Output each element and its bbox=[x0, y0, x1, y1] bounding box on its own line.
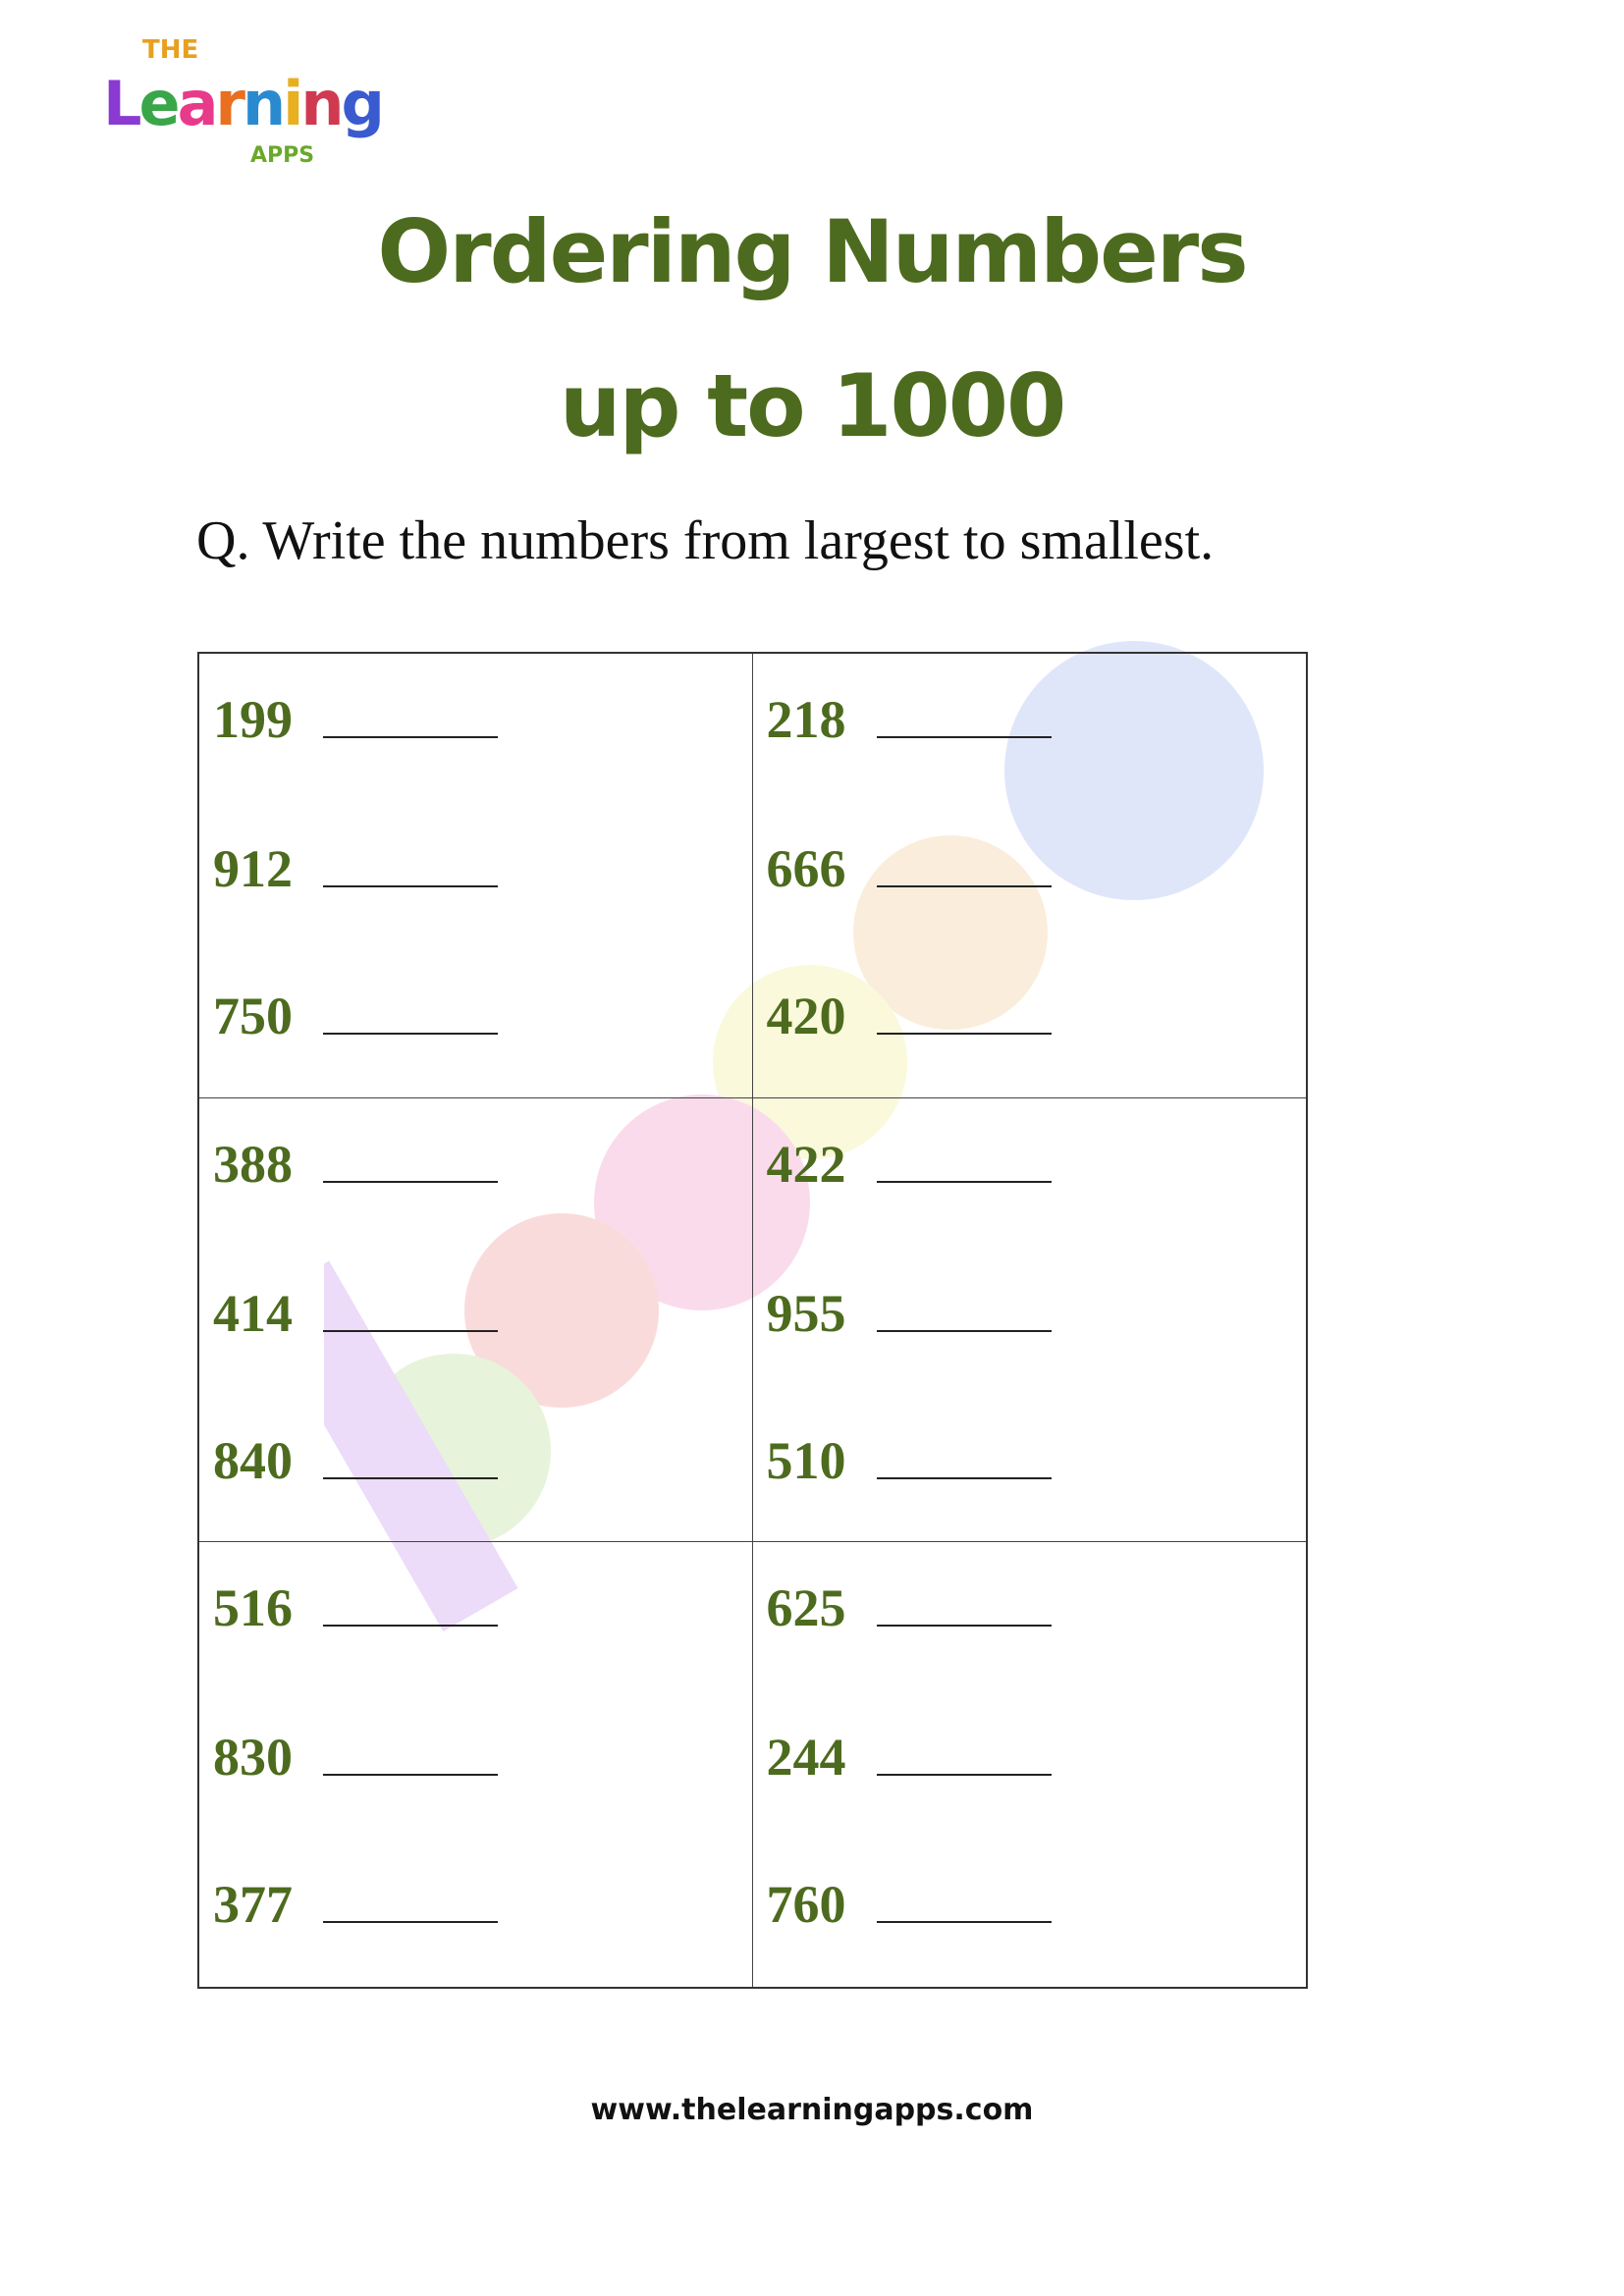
number-item: 830 bbox=[213, 1725, 498, 1784]
number-value: 666 bbox=[766, 839, 846, 898]
number-value: 510 bbox=[766, 1430, 846, 1490]
page-subtitle: up to 1000 bbox=[559, 355, 1066, 456]
answer-blank[interactable] bbox=[876, 1179, 1052, 1183]
number-item: 218 bbox=[767, 687, 1052, 746]
answer-blank[interactable] bbox=[323, 1772, 498, 1777]
number-item: 388 bbox=[213, 1132, 498, 1191]
number-value: 388 bbox=[213, 1134, 293, 1194]
number-group: 199 912 750 bbox=[199, 654, 753, 1098]
logo-the: THE bbox=[142, 35, 199, 65]
answer-blank[interactable] bbox=[876, 1328, 1052, 1332]
logo-apps: APPS bbox=[250, 143, 315, 168]
answer-blank[interactable] bbox=[876, 1031, 1052, 1035]
number-item: 199 bbox=[213, 687, 498, 746]
question-text: Q. Write the numbers from largest to sma… bbox=[196, 510, 1215, 571]
number-item: 912 bbox=[213, 836, 498, 895]
brand-logo: THE Learning APPS bbox=[103, 35, 398, 183]
answer-blank[interactable] bbox=[323, 1919, 498, 1924]
number-item: 750 bbox=[213, 984, 498, 1042]
answer-blank[interactable] bbox=[323, 883, 498, 887]
number-group: 422 955 510 bbox=[752, 1098, 1306, 1543]
number-item: 414 bbox=[213, 1281, 498, 1340]
answer-blank[interactable] bbox=[323, 734, 498, 738]
number-item: 760 bbox=[767, 1872, 1052, 1931]
number-value: 830 bbox=[213, 1728, 293, 1788]
number-value: 955 bbox=[766, 1283, 846, 1343]
number-item: 422 bbox=[767, 1132, 1052, 1191]
number-group: 388 414 840 bbox=[199, 1097, 753, 1543]
number-group: 625 244 760 bbox=[753, 1542, 1307, 1987]
number-value: 244 bbox=[766, 1728, 846, 1788]
number-item: 955 bbox=[767, 1281, 1052, 1340]
number-item: 625 bbox=[767, 1575, 1052, 1634]
answer-blank[interactable] bbox=[876, 883, 1052, 887]
answer-blank[interactable] bbox=[876, 1623, 1052, 1628]
answer-blank[interactable] bbox=[876, 1919, 1052, 1924]
answer-blank[interactable] bbox=[876, 1772, 1052, 1777]
number-value: 912 bbox=[213, 839, 293, 898]
number-item: 840 bbox=[213, 1428, 498, 1487]
number-item: 377 bbox=[213, 1872, 498, 1931]
answer-blank[interactable] bbox=[323, 1623, 498, 1628]
number-value: 422 bbox=[766, 1134, 846, 1194]
number-value: 199 bbox=[213, 690, 293, 749]
number-value: 750 bbox=[213, 987, 293, 1045]
answer-blank[interactable] bbox=[323, 1031, 498, 1035]
answer-blank[interactable] bbox=[876, 734, 1052, 738]
number-value: 414 bbox=[213, 1283, 293, 1343]
number-value: 377 bbox=[213, 1875, 293, 1935]
answer-blank[interactable] bbox=[876, 1475, 1052, 1479]
number-item: 420 bbox=[767, 984, 1052, 1042]
number-item: 510 bbox=[767, 1428, 1052, 1487]
number-value: 420 bbox=[766, 987, 846, 1045]
numbers-table: 199 912 750 218 666 420 388 414 840 422 955 510 516 8… bbox=[197, 652, 1308, 1989]
logo-word: Learning bbox=[103, 68, 385, 139]
answer-blank[interactable] bbox=[323, 1475, 498, 1479]
number-item: 666 bbox=[767, 836, 1052, 895]
answer-blank[interactable] bbox=[323, 1179, 498, 1183]
number-value: 516 bbox=[213, 1578, 293, 1638]
number-group: 218 666 420 bbox=[752, 654, 1306, 1098]
footer-url: www.thelearningapps.com bbox=[590, 2093, 1034, 2127]
number-value: 218 bbox=[766, 690, 846, 749]
page-title: Ordering Numbers bbox=[377, 201, 1248, 302]
number-item: 516 bbox=[213, 1575, 498, 1634]
number-value: 760 bbox=[766, 1875, 846, 1935]
number-group: 516 830 377 bbox=[199, 1542, 753, 1987]
number-item: 244 bbox=[767, 1725, 1052, 1784]
number-value: 840 bbox=[213, 1430, 293, 1490]
number-value: 625 bbox=[766, 1578, 846, 1638]
answer-blank[interactable] bbox=[323, 1328, 498, 1332]
